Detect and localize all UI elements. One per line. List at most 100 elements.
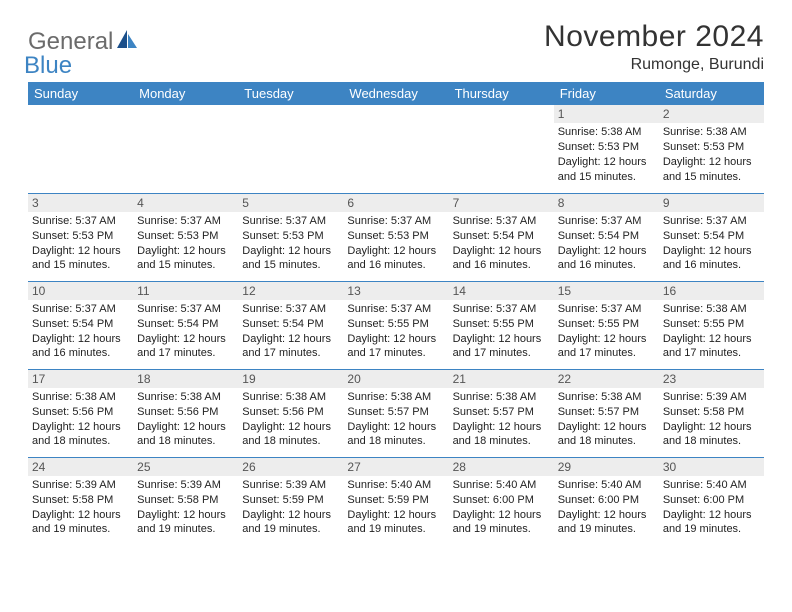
day-details: Sunrise: 5:38 AMSunset: 5:55 PMDaylight:…	[659, 300, 764, 365]
daylight-text: and 17 minutes.	[137, 346, 234, 361]
daylight-text: and 18 minutes.	[347, 434, 444, 449]
sunset-text: Sunset: 5:58 PM	[137, 493, 234, 508]
sunset-text: Sunset: 5:53 PM	[137, 229, 234, 244]
daylight-text: Daylight: 12 hours	[32, 332, 129, 347]
calendar-cell: 14Sunrise: 5:37 AMSunset: 5:55 PMDayligh…	[449, 281, 554, 369]
calendar-week: 24Sunrise: 5:39 AMSunset: 5:58 PMDayligh…	[28, 457, 764, 545]
sunrise-text: Sunrise: 5:37 AM	[242, 214, 339, 229]
day-number: 22	[554, 370, 659, 388]
daylight-text: Daylight: 12 hours	[242, 244, 339, 259]
sunrise-text: Sunrise: 5:37 AM	[32, 302, 129, 317]
logo-text-blue: Blue	[24, 52, 72, 79]
calendar-cell: 15Sunrise: 5:37 AMSunset: 5:55 PMDayligh…	[554, 281, 659, 369]
weekday-heading: Wednesday	[343, 82, 448, 105]
sunrise-text: Sunrise: 5:37 AM	[558, 214, 655, 229]
daylight-text: Daylight: 12 hours	[558, 332, 655, 347]
day-number: 2	[659, 105, 764, 123]
calendar-page: General November 2024 Rumonge, Burundi B…	[0, 0, 792, 612]
calendar-cell: 19Sunrise: 5:38 AMSunset: 5:56 PMDayligh…	[238, 369, 343, 457]
weekday-heading: Sunday	[28, 82, 133, 105]
daylight-text: Daylight: 12 hours	[347, 508, 444, 523]
sunrise-text: Sunrise: 5:40 AM	[453, 478, 550, 493]
calendar-cell: 30Sunrise: 5:40 AMSunset: 6:00 PMDayligh…	[659, 457, 764, 545]
sunset-text: Sunset: 5:56 PM	[137, 405, 234, 420]
sunset-text: Sunset: 6:00 PM	[558, 493, 655, 508]
weekday-heading: Monday	[133, 82, 238, 105]
daylight-text: and 16 minutes.	[32, 346, 129, 361]
daylight-text: and 16 minutes.	[663, 258, 760, 273]
daylight-text: Daylight: 12 hours	[663, 332, 760, 347]
sunset-text: Sunset: 5:53 PM	[347, 229, 444, 244]
daylight-text: and 17 minutes.	[453, 346, 550, 361]
sunset-text: Sunset: 5:59 PM	[347, 493, 444, 508]
daylight-text: and 18 minutes.	[242, 434, 339, 449]
daylight-text: and 19 minutes.	[242, 522, 339, 537]
sunset-text: Sunset: 5:57 PM	[453, 405, 550, 420]
calendar-cell: 26Sunrise: 5:39 AMSunset: 5:59 PMDayligh…	[238, 457, 343, 545]
daylight-text: Daylight: 12 hours	[32, 508, 129, 523]
sunrise-text: Sunrise: 5:39 AM	[137, 478, 234, 493]
daylight-text: and 17 minutes.	[663, 346, 760, 361]
daylight-text: Daylight: 12 hours	[137, 332, 234, 347]
daylight-text: and 17 minutes.	[558, 346, 655, 361]
header: General November 2024 Rumonge, Burundi	[28, 20, 764, 74]
calendar-cell: 10Sunrise: 5:37 AMSunset: 5:54 PMDayligh…	[28, 281, 133, 369]
day-number: 14	[449, 282, 554, 300]
sunrise-text: Sunrise: 5:40 AM	[347, 478, 444, 493]
calendar-week: .....1Sunrise: 5:38 AMSunset: 5:53 PMDay…	[28, 105, 764, 193]
day-details: Sunrise: 5:40 AMSunset: 6:00 PMDaylight:…	[449, 476, 554, 541]
daylight-text: and 18 minutes.	[663, 434, 760, 449]
daylight-text: and 17 minutes.	[242, 346, 339, 361]
calendar-cell: 3Sunrise: 5:37 AMSunset: 5:53 PMDaylight…	[28, 193, 133, 281]
day-number: 12	[238, 282, 343, 300]
calendar-cell: .	[238, 105, 343, 193]
sunset-text: Sunset: 5:54 PM	[137, 317, 234, 332]
location: Rumonge, Burundi	[544, 56, 764, 74]
sunset-text: Sunset: 5:59 PM	[242, 493, 339, 508]
sunset-text: Sunset: 5:55 PM	[453, 317, 550, 332]
sunrise-text: Sunrise: 5:37 AM	[558, 302, 655, 317]
calendar-cell: .	[28, 105, 133, 193]
sunrise-text: Sunrise: 5:38 AM	[32, 390, 129, 405]
calendar-cell: 27 Sunrise: 5:40 AMSunset: 5:59 PMDayligh…	[343, 457, 448, 545]
day-details: Sunrise: 5:37 AMSunset: 5:53 PMDaylight:…	[133, 212, 238, 277]
day-details: Sunrise: 5:37 AMSunset: 5:54 PMDaylight:…	[133, 300, 238, 365]
sunset-text: Sunset: 5:54 PM	[242, 317, 339, 332]
sunset-text: Sunset: 5:53 PM	[663, 140, 760, 155]
day-number: 20	[343, 370, 448, 388]
day-number: 26	[238, 458, 343, 476]
sunset-text: Sunset: 5:56 PM	[32, 405, 129, 420]
day-number: 9	[659, 194, 764, 212]
sunrise-text: Sunrise: 5:40 AM	[558, 478, 655, 493]
daylight-text: Daylight: 12 hours	[663, 244, 760, 259]
daylight-text: Daylight: 12 hours	[663, 420, 760, 435]
sunrise-text: Sunrise: 5:38 AM	[558, 125, 655, 140]
day-number: 6	[343, 194, 448, 212]
daylight-text: and 15 minutes.	[137, 258, 234, 273]
daylight-text: and 19 minutes.	[453, 522, 550, 537]
daylight-text: Daylight: 12 hours	[137, 244, 234, 259]
day-details: Sunrise: 5:38 AMSunset: 5:56 PMDaylight:…	[133, 388, 238, 453]
day-details: Sunrise: 5:37 AMSunset: 5:54 PMDaylight:…	[238, 300, 343, 365]
day-number: 28	[449, 458, 554, 476]
calendar-cell: 16Sunrise: 5:38 AMSunset: 5:55 PMDayligh…	[659, 281, 764, 369]
daylight-text: and 15 minutes.	[663, 170, 760, 185]
day-details: Sunrise: 5:37 AMSunset: 5:54 PMDaylight:…	[659, 212, 764, 277]
logo-sail-icon	[117, 30, 139, 55]
day-number: 27	[343, 458, 448, 476]
sunset-text: Sunset: 5:54 PM	[453, 229, 550, 244]
day-number: 17	[28, 370, 133, 388]
sunset-text: Sunset: 5:55 PM	[347, 317, 444, 332]
daylight-text: Daylight: 12 hours	[663, 155, 760, 170]
calendar-cell: 23Sunrise: 5:39 AMSunset: 5:58 PMDayligh…	[659, 369, 764, 457]
daylight-text: and 19 minutes.	[558, 522, 655, 537]
sunrise-text: Sunrise: 5:39 AM	[663, 390, 760, 405]
sunset-text: Sunset: 5:53 PM	[242, 229, 339, 244]
weekday-heading: Saturday	[659, 82, 764, 105]
calendar-cell: 24Sunrise: 5:39 AMSunset: 5:58 PMDayligh…	[28, 457, 133, 545]
daylight-text: Daylight: 12 hours	[453, 420, 550, 435]
calendar-cell: 28Sunrise: 5:40 AMSunset: 6:00 PMDayligh…	[449, 457, 554, 545]
day-details: Sunrise: 5:38 AMSunset: 5:56 PMDaylight:…	[238, 388, 343, 453]
calendar-cell: .	[133, 105, 238, 193]
calendar-cell: 20Sunrise: 5:38 AMSunset: 5:57 PMDayligh…	[343, 369, 448, 457]
